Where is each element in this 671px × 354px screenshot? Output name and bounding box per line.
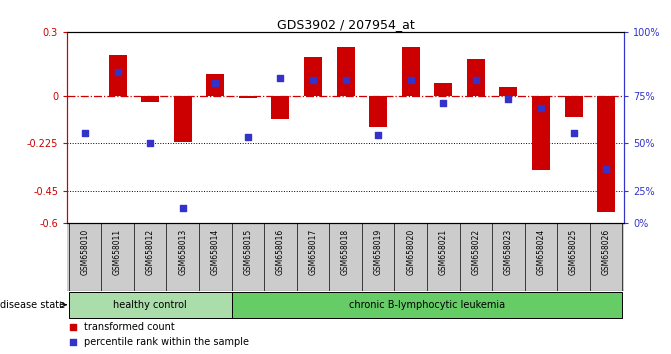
Bar	[68, 292, 231, 318]
Point	[373, 132, 384, 138]
Bar	[337, 47, 354, 96]
Text: GSM658010: GSM658010	[81, 228, 89, 275]
Bar	[174, 96, 192, 142]
Text: healthy control: healthy control	[113, 300, 187, 310]
Bar	[597, 96, 615, 212]
Bar	[109, 55, 127, 96]
Text: GSM658023: GSM658023	[504, 228, 513, 275]
Text: disease state: disease state	[1, 300, 66, 310]
Text: GSM658018: GSM658018	[341, 228, 350, 275]
Point	[535, 105, 546, 111]
Point	[275, 75, 286, 81]
Text: GSM658011: GSM658011	[113, 228, 122, 275]
Text: GSM658020: GSM658020	[406, 228, 415, 275]
Point	[405, 77, 416, 82]
Title: GDS3902 / 207954_at: GDS3902 / 207954_at	[276, 18, 415, 31]
Bar	[499, 87, 517, 96]
Bar	[304, 57, 322, 96]
Point	[340, 77, 351, 82]
Point	[470, 77, 481, 82]
Point	[210, 81, 221, 86]
Text: GSM658016: GSM658016	[276, 228, 285, 275]
Text: GSM658022: GSM658022	[471, 228, 480, 275]
Bar	[532, 96, 550, 170]
Text: percentile rank within the sample: percentile rank within the sample	[84, 337, 249, 348]
Bar	[564, 96, 582, 117]
Text: GSM658025: GSM658025	[569, 228, 578, 275]
Text: GSM658019: GSM658019	[374, 228, 382, 275]
Bar	[239, 96, 257, 98]
Bar	[467, 59, 485, 96]
Point	[80, 130, 91, 136]
Bar	[231, 292, 623, 318]
Point	[438, 100, 449, 105]
Bar	[369, 96, 387, 127]
Text: GSM658026: GSM658026	[602, 228, 611, 275]
Point	[601, 167, 611, 172]
Text: GSM658012: GSM658012	[146, 228, 154, 275]
Point	[67, 340, 78, 346]
Text: GSM658021: GSM658021	[439, 228, 448, 275]
Point	[145, 140, 156, 145]
Bar	[434, 83, 452, 96]
Point	[307, 77, 318, 82]
Point	[503, 96, 514, 102]
Text: GSM658017: GSM658017	[309, 228, 317, 275]
Text: GSM658013: GSM658013	[178, 228, 187, 275]
Bar	[272, 96, 289, 119]
Text: GSM658015: GSM658015	[244, 228, 252, 275]
Bar	[207, 74, 224, 96]
Point	[568, 130, 579, 136]
Bar	[141, 96, 159, 102]
Text: GSM658024: GSM658024	[537, 228, 546, 275]
Text: GSM658014: GSM658014	[211, 228, 220, 275]
Point	[67, 324, 78, 329]
Point	[242, 134, 253, 140]
Point	[177, 205, 188, 211]
Text: transformed count: transformed count	[84, 321, 174, 332]
Bar	[402, 47, 419, 96]
Point	[112, 69, 123, 75]
Text: chronic B-lymphocytic leukemia: chronic B-lymphocytic leukemia	[349, 300, 505, 310]
